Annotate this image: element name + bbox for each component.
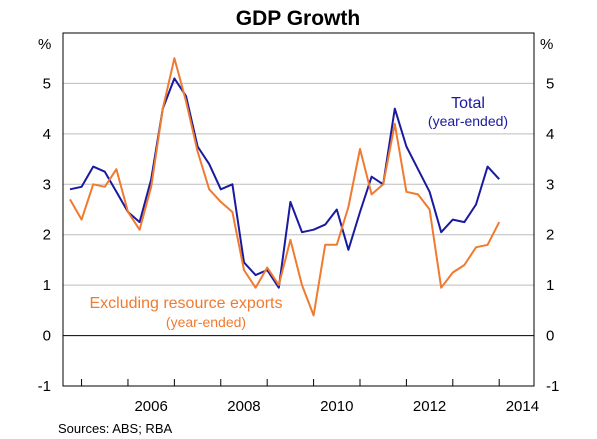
y-tick-label-left: -1	[38, 378, 51, 395]
y-tick-label-right: 1	[546, 277, 554, 294]
right-axis-unit: %	[540, 36, 553, 53]
left-axis-unit: %	[38, 36, 51, 53]
total-series-line	[69, 77, 500, 289]
x-tick-labels: 2006 2008 2010 2012 2014	[134, 398, 539, 415]
x-tick-label: 2006	[134, 398, 167, 415]
total-series-sublabel: (year-ended)	[428, 113, 508, 129]
gridlines	[63, 82, 534, 387]
y-tick-label-left: 5	[43, 75, 51, 92]
y-tick-label-right: 5	[546, 75, 554, 92]
chart-title: GDP Growth	[236, 7, 360, 30]
x-tick-label: 2008	[227, 398, 260, 415]
source-note: Sources: ABS; RBA	[58, 421, 172, 436]
right-y-tick-labels: -1 0 1 2 3 4 5	[546, 75, 559, 395]
excl-series-sublabel: (year-ended)	[166, 314, 246, 330]
x-tick-label: 2012	[413, 398, 446, 415]
x-tick-label: 2010	[320, 398, 353, 415]
y-tick-label-left: 0	[43, 328, 51, 345]
y-tick-label-left: 4	[43, 126, 51, 143]
axis-ticks	[81, 379, 500, 386]
plot-frame	[62, 32, 535, 387]
series-lines	[69, 57, 501, 317]
y-tick-label-right: -1	[546, 378, 559, 395]
y-tick-label-right: 4	[546, 126, 554, 143]
y-tick-label-right: 3	[546, 176, 554, 193]
x-tick-label: 2014	[506, 398, 539, 415]
y-tick-label-right: 0	[546, 328, 554, 345]
excl-series-label: Excluding resource exports	[90, 295, 283, 312]
left-y-tick-labels: -1 0 1 2 3 4 5	[38, 75, 51, 395]
y-tick-label-left: 1	[43, 277, 51, 294]
y-tick-label-left: 3	[43, 176, 51, 193]
total-series-label: Total	[451, 95, 485, 112]
y-tick-label-right: 2	[546, 227, 554, 244]
y-tick-label-left: 2	[43, 227, 51, 244]
excl-series-line	[69, 57, 501, 317]
